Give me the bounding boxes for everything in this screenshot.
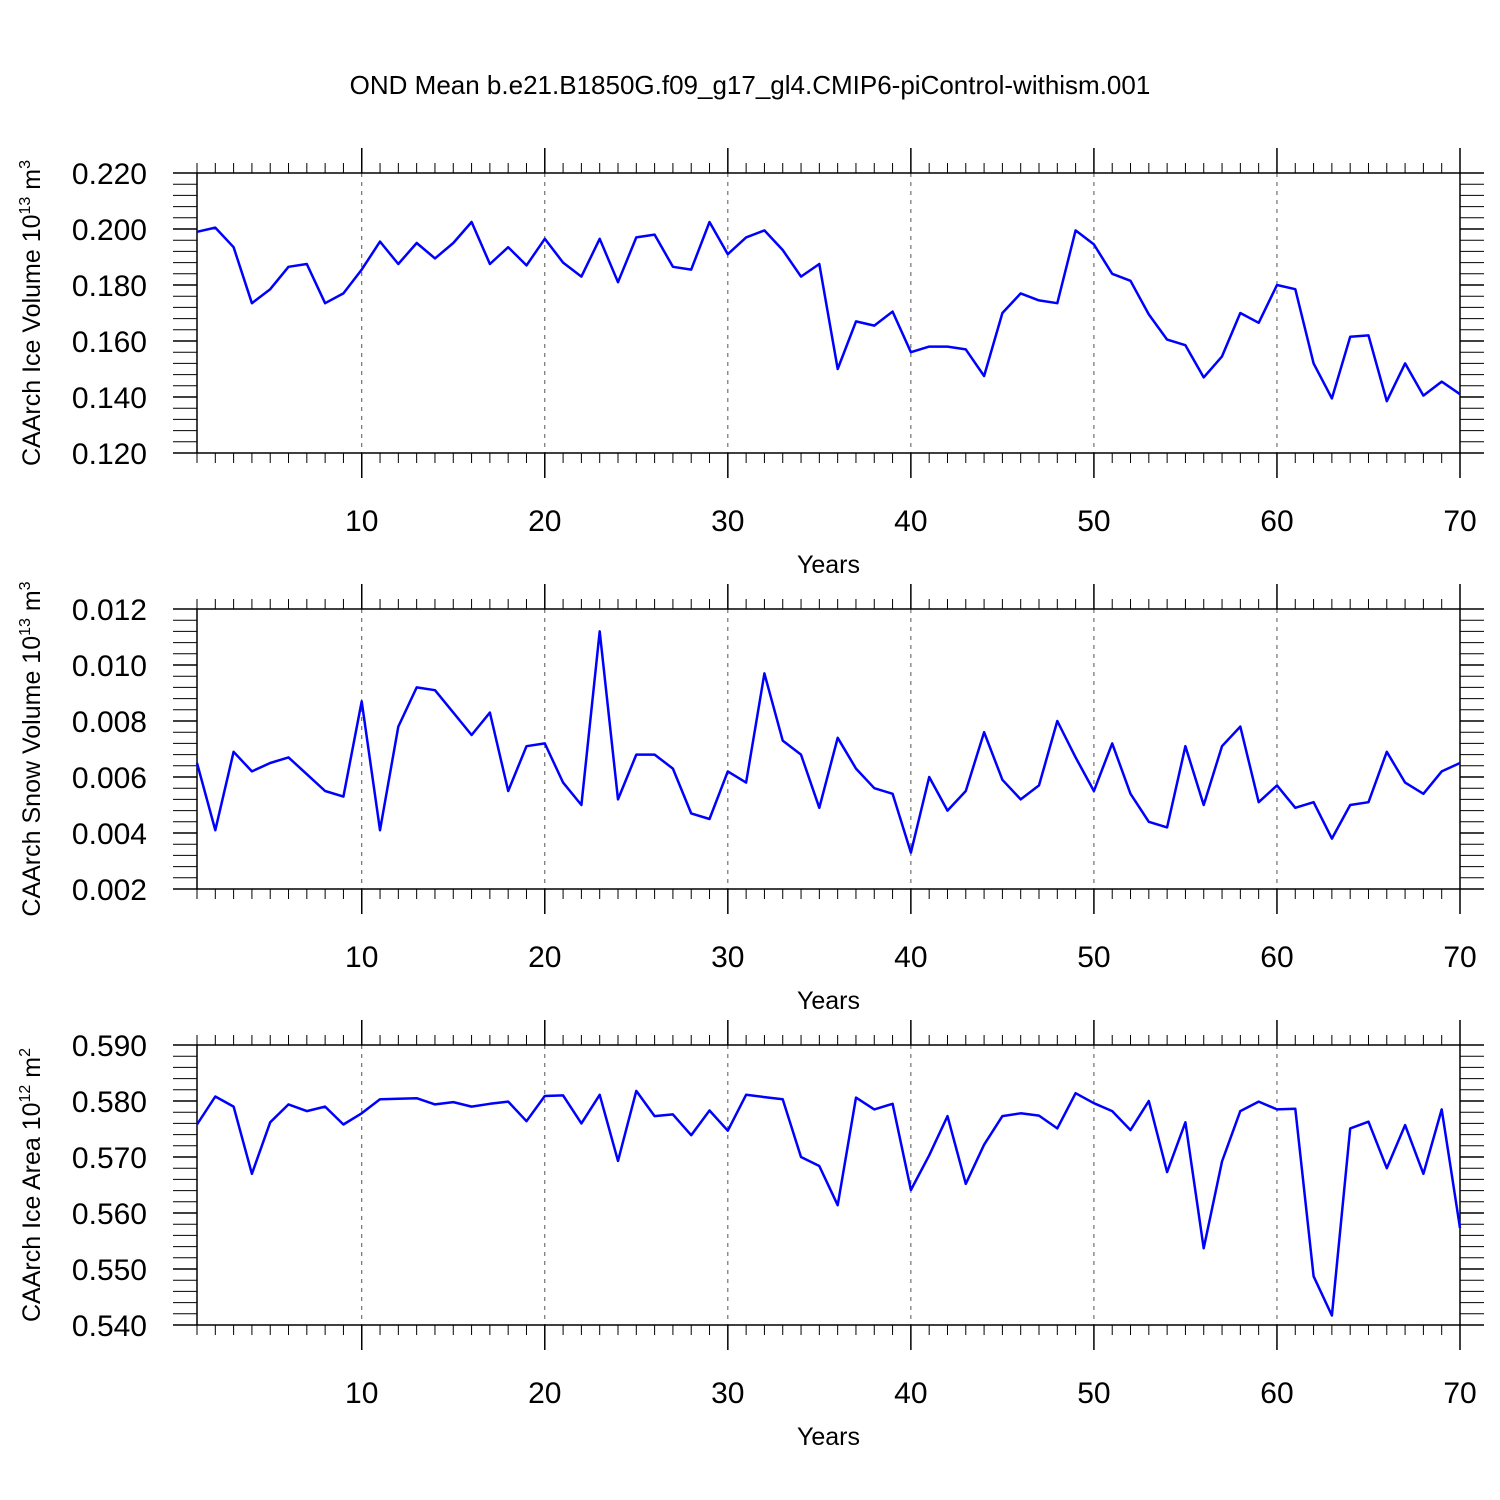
x-axis-label: Years	[797, 987, 860, 1015]
x-axis-label: Years	[797, 551, 860, 579]
panel-ice-area: 10 20 30 40 50 60 70 0.540 0.550 0.560 0.570 0.580 0…	[17, 1020, 1484, 1451]
x-tick-label: 50	[1077, 1377, 1110, 1410]
y-axis-label: CAArch Ice Volume 1013 m3	[17, 160, 46, 466]
y-tick-label: 0.580	[72, 1086, 147, 1119]
series-line	[195, 630, 1461, 854]
x-tick-label: 50	[1077, 505, 1110, 538]
y-axis-label-superscript: 3	[17, 160, 34, 169]
x-tick-label: 30	[711, 505, 744, 538]
y-axis-label: CAArch Ice Area 1012 m2	[17, 1048, 46, 1322]
x-tick-label: 40	[894, 941, 927, 974]
y-tick-label: 0.008	[72, 706, 147, 739]
y-tick-label: 0.010	[72, 650, 147, 683]
x-tick-label: 10	[345, 941, 378, 974]
y-tick-label: 0.570	[72, 1142, 147, 1175]
y-axis-label-part: m	[18, 169, 46, 197]
y-axis-label-part: CAArch Snow Volume 10	[18, 636, 46, 917]
y-tick-label: 0.200	[72, 214, 147, 247]
y-tick-label: 0.004	[72, 818, 147, 851]
series-line	[196, 220, 1461, 403]
y-tick-label: 0.540	[72, 1310, 147, 1343]
x-tick-label: 10	[345, 1377, 378, 1410]
y-tick-label: 0.180	[72, 270, 147, 303]
y-tick-label: 0.220	[72, 158, 147, 191]
y-axis-label-part: m	[18, 590, 46, 618]
y-axis-label-superscript: 12	[17, 1085, 34, 1103]
x-tick-label: 30	[711, 1377, 744, 1410]
x-tick-label: 60	[1260, 1377, 1293, 1410]
y-tick-label: 0.012	[72, 594, 147, 627]
y-tick-label: 0.590	[72, 1030, 147, 1063]
y-tick-label: 0.140	[72, 382, 147, 415]
x-tick-label: 60	[1260, 505, 1293, 538]
x-tick-label: 20	[528, 941, 561, 974]
x-tick-label: 30	[711, 941, 744, 974]
panel-snow-volume: 10 20 30 40 50 60 70 0.002 0.004 0.006 0.008 0.010 0…	[17, 581, 1484, 1015]
chart-title: OND Mean b.e21.B1850G.f09_g17_gl4.CMIP6-…	[349, 70, 1151, 100]
y-axis-label: CAArch Snow Volume 1013 m3	[17, 581, 46, 916]
x-tick-label: 70	[1443, 1377, 1476, 1410]
y-tick-label: 0.120	[72, 438, 147, 471]
x-axis-label: Years	[797, 1423, 860, 1451]
x-tick-label: 40	[894, 505, 927, 538]
y-tick-label: 0.550	[72, 1254, 147, 1287]
x-tick-label: 20	[528, 505, 561, 538]
x-tick-label: 20	[528, 1377, 561, 1410]
panel-ice-volume: 10 20 30 40 50 60 70 0.120 0.140 0.160 0.180 0.200 0…	[17, 148, 1484, 579]
x-tick-label: 60	[1260, 941, 1293, 974]
y-tick-label: 0.560	[72, 1198, 147, 1231]
y-tick-label: 0.160	[72, 326, 147, 359]
series-line	[195, 1089, 1462, 1317]
plot-frame	[196, 1044, 1461, 1326]
x-tick-label: 70	[1443, 941, 1476, 974]
y-axis-label-superscript: 13	[17, 197, 34, 215]
x-tick-label: 50	[1077, 941, 1110, 974]
y-axis-label-superscript: 2	[17, 1048, 34, 1057]
x-tick-label: 70	[1443, 505, 1476, 538]
y-tick-label: 0.006	[72, 762, 147, 795]
x-tick-label: 40	[894, 1377, 927, 1410]
y-axis-label-part: CAArch Ice Area 10	[18, 1102, 46, 1322]
y-axis-label-superscript: 13	[17, 618, 34, 636]
y-axis-label-superscript: 3	[17, 581, 34, 590]
x-tick-label: 10	[345, 505, 378, 538]
y-axis-label-part: m	[18, 1057, 46, 1085]
y-axis-label-part: CAArch Ice Volume 10	[18, 214, 46, 466]
plot-frame	[196, 608, 1461, 890]
y-tick-label: 0.002	[72, 874, 147, 907]
plot-frame	[196, 172, 1461, 454]
